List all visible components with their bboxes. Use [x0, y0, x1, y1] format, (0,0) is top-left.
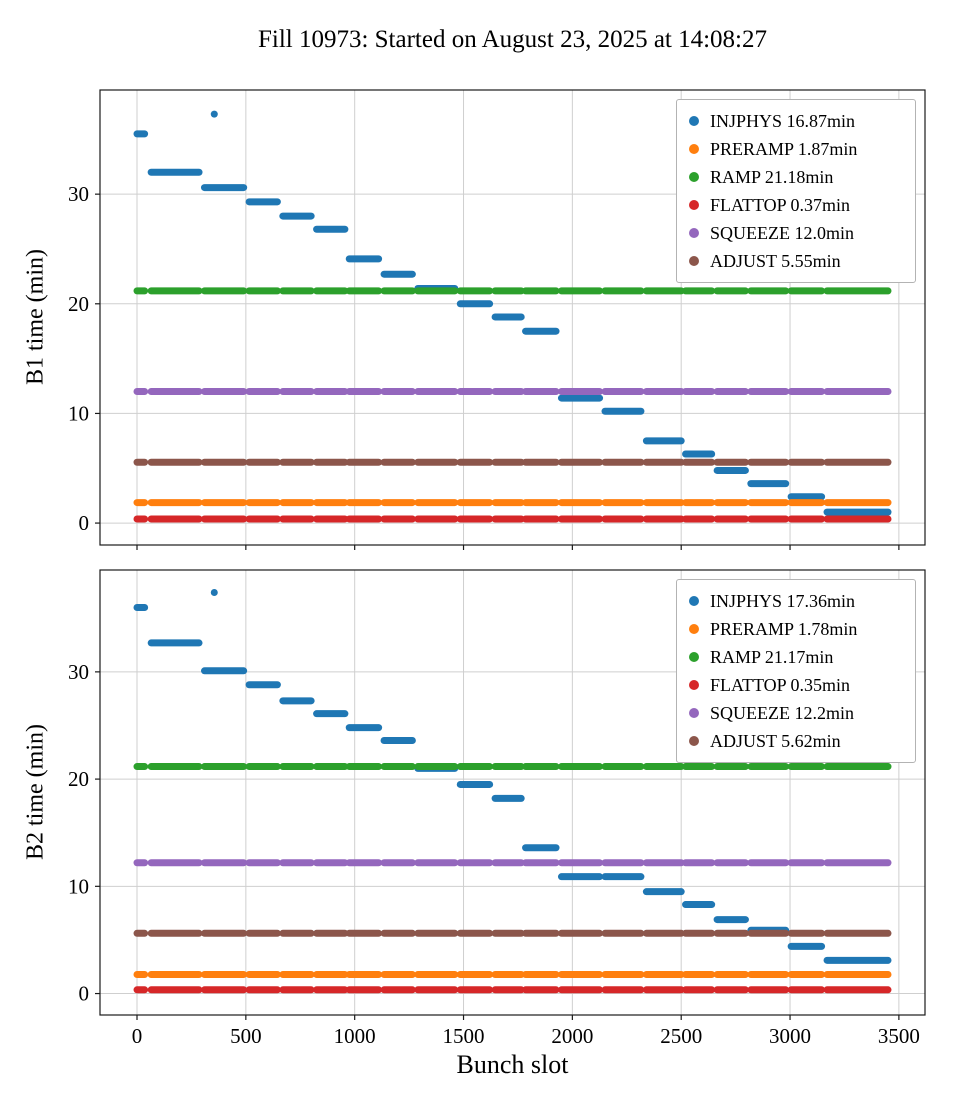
legend-label: FLATTOP 0.35min: [710, 675, 851, 695]
legend-label: SQUEEZE 12.0min: [710, 223, 854, 243]
series-point-injphys: [210, 110, 218, 118]
x-tick-label: 0: [132, 1024, 143, 1048]
y-tick-label: 30: [68, 182, 89, 206]
legend-label: ADJUST 5.62min: [710, 731, 841, 751]
y-axis-label-b1: B1 time (min): [22, 249, 49, 385]
legend-label: PRERAMP 1.87min: [710, 139, 858, 159]
legend-marker-dot: [689, 172, 699, 182]
axes-frame: [99, 569, 926, 1016]
legend-item-ramp: RAMP 21.18min: [689, 163, 905, 191]
legend-label: SQUEEZE 12.2min: [710, 703, 854, 723]
legend-marker-dot: [689, 596, 699, 606]
legend-item-squeeze: SQUEEZE 12.0min: [689, 219, 905, 247]
x-tick-label: 2000: [551, 1024, 593, 1048]
legend-marker-dot: [689, 144, 699, 154]
legend-item-adjust: ADJUST 5.55min: [689, 247, 905, 275]
legend-item-injphys: INJPHYS 17.36min: [689, 587, 905, 615]
legend-marker-dot: [689, 228, 699, 238]
legend-label: PRERAMP 1.78min: [710, 619, 858, 639]
legend-label: RAMP 21.18min: [710, 167, 834, 187]
y-tick-label: 20: [68, 767, 89, 791]
legend-label: INJPHYS 16.87min: [710, 111, 856, 131]
legend-label: RAMP 21.17min: [710, 647, 834, 667]
y-tick-label: 0: [79, 982, 90, 1006]
legend-item-squeeze: SQUEEZE 12.2min: [689, 699, 905, 727]
x-tick-label: 3000: [769, 1024, 811, 1048]
legend-marker-dot: [689, 256, 699, 266]
legend-label: ADJUST 5.55min: [710, 251, 841, 271]
y-tick-label: 10: [68, 401, 89, 425]
legend-item-ramp: RAMP 21.17min: [689, 643, 905, 671]
y-axis-label-b2: B2 time (min): [22, 724, 49, 860]
x-tick-label: 1500: [443, 1024, 485, 1048]
legend-item-preramp: PRERAMP 1.78min: [689, 615, 905, 643]
x-tick-label: 3500: [878, 1024, 920, 1048]
axes-frame: [99, 89, 926, 546]
y-tick-label: 30: [68, 660, 89, 684]
legend-item-flattop: FLATTOP 0.35min: [689, 671, 905, 699]
figure-title: Fill 10973: Started on August 23, 2025 a…: [257, 26, 768, 53]
legend-item-preramp: PRERAMP 1.87min: [689, 135, 905, 163]
y-tick-label: 20: [68, 292, 89, 316]
legend-marker-dot: [689, 200, 699, 210]
legend-b1: INJPHYS 16.87min PRERAMP 1.87min RAMP 21…: [676, 99, 916, 283]
legend-item-flattop: FLATTOP 0.37min: [689, 191, 905, 219]
y-tick-label: 0: [79, 511, 90, 535]
legend-label: FLATTOP 0.37min: [710, 195, 851, 215]
legend-label: INJPHYS 17.36min: [710, 591, 856, 611]
x-tick-label: 1000: [334, 1024, 376, 1048]
legend-marker-dot: [689, 116, 699, 126]
legend-marker-dot: [689, 624, 699, 634]
series-point-injphys: [210, 589, 218, 597]
y-tick-label: 10: [68, 874, 89, 898]
legend-marker-dot: [689, 680, 699, 690]
legend-marker-dot: [689, 736, 699, 746]
legend-item-adjust: ADJUST 5.62min: [689, 727, 905, 755]
legend-marker-dot: [689, 652, 699, 662]
x-tick-label: 500: [230, 1024, 262, 1048]
legend-b2: INJPHYS 17.36min PRERAMP 1.78min RAMP 21…: [676, 579, 916, 763]
legend-item-injphys: INJPHYS 16.87min: [689, 107, 905, 135]
legend-marker-dot: [689, 708, 699, 718]
x-axis-label: Bunch slot: [456, 1050, 569, 1079]
x-tick-label: 2500: [660, 1024, 702, 1048]
